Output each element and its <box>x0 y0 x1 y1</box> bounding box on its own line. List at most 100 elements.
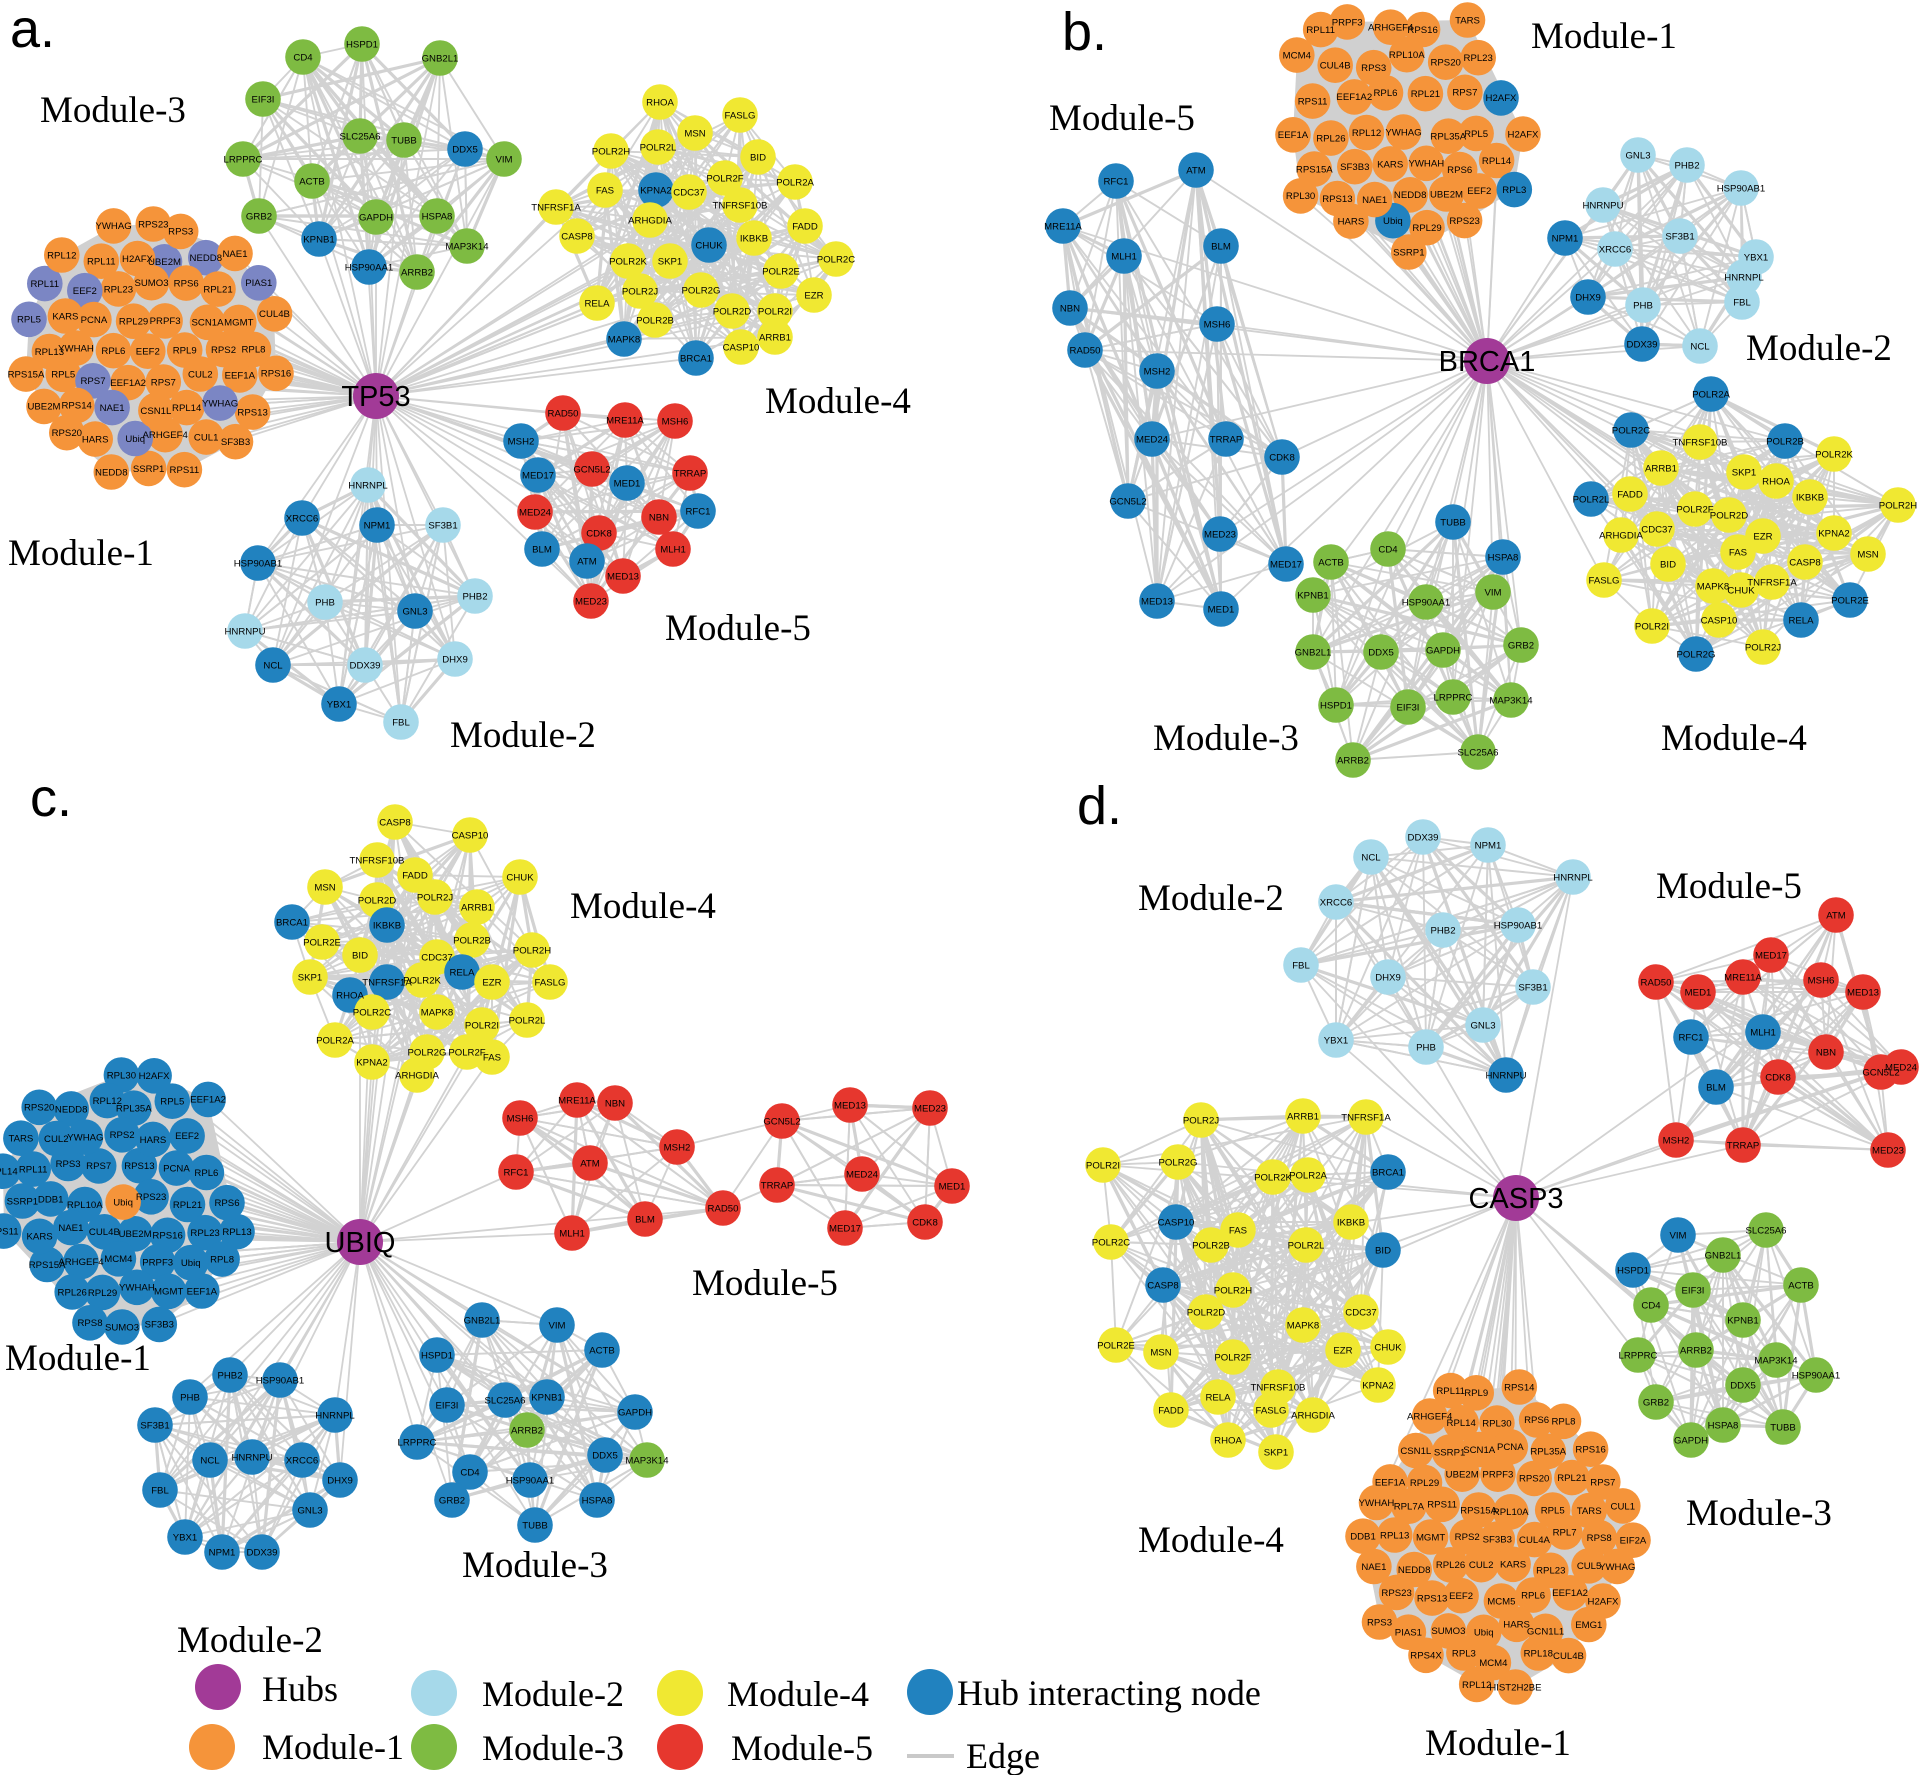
svg-text:POLR2D: POLR2D <box>1187 1307 1225 1318</box>
svg-text:H2AFX: H2AFX <box>139 1071 171 1082</box>
svg-text:RPS6: RPS6 <box>214 1198 239 1209</box>
svg-text:Module-4: Module-4 <box>765 381 911 422</box>
svg-text:GNL3: GNL3 <box>297 1505 322 1516</box>
svg-text:NEDD8: NEDD8 <box>190 253 223 264</box>
svg-text:Module-5: Module-5 <box>1049 98 1195 139</box>
svg-text:RPS4X: RPS4X <box>1410 1651 1442 1662</box>
svg-text:NCL: NCL <box>263 660 283 671</box>
svg-text:NAE1: NAE1 <box>1362 195 1387 206</box>
svg-text:POLR2F: POLR2F <box>1676 504 1713 515</box>
svg-text:POLR2G: POLR2G <box>1159 1157 1198 1168</box>
svg-text:MED13: MED13 <box>1847 987 1879 998</box>
svg-text:MED13: MED13 <box>1141 596 1173 607</box>
svg-text:TNFRSF1A: TNFRSF1A <box>1341 1112 1391 1123</box>
svg-text:CASP10: CASP10 <box>723 342 760 353</box>
svg-text:MCM4: MCM4 <box>104 1254 133 1265</box>
svg-text:HSP90AB1: HSP90AB1 <box>234 558 283 569</box>
svg-text:POLR2A: POLR2A <box>1692 389 1730 400</box>
svg-text:RELA: RELA <box>449 967 475 978</box>
svg-text:TRRAP: TRRAP <box>674 468 707 479</box>
svg-text:MED23: MED23 <box>1204 529 1236 540</box>
svg-text:RPS7: RPS7 <box>1452 88 1477 99</box>
svg-text:RPS11: RPS11 <box>170 465 200 476</box>
svg-text:PCNA: PCNA <box>81 315 108 326</box>
svg-text:BRCA1: BRCA1 <box>1372 1167 1404 1178</box>
svg-text:RPL5: RPL5 <box>51 370 75 381</box>
svg-text:GRB2: GRB2 <box>1508 640 1534 651</box>
svg-text:CD4: CD4 <box>460 1467 480 1478</box>
svg-text:NCL: NCL <box>1361 852 1381 863</box>
svg-text:GNL3: GNL3 <box>1470 1020 1495 1031</box>
svg-text:POLR2J: POLR2J <box>417 892 453 903</box>
svg-text:RPS8: RPS8 <box>1587 1533 1612 1544</box>
svg-text:RPL13: RPL13 <box>222 1227 251 1238</box>
svg-text:TRRAP: TRRAP <box>1727 1140 1760 1151</box>
svg-text:KARS: KARS <box>52 311 78 322</box>
svg-text:CDC37: CDC37 <box>673 187 704 198</box>
svg-text:CUL5: CUL5 <box>1577 1561 1602 1572</box>
svg-text:TUBB: TUBB <box>522 1520 548 1531</box>
svg-text:DHX9: DHX9 <box>1575 292 1601 303</box>
svg-text:CDK8: CDK8 <box>1765 1072 1791 1083</box>
svg-text:SKP1: SKP1 <box>1732 467 1757 478</box>
svg-text:EEF2: EEF2 <box>73 286 97 297</box>
svg-text:CASP8: CASP8 <box>379 817 410 828</box>
svg-text:MAPK8: MAPK8 <box>421 1007 454 1018</box>
svg-text:RPS7: RPS7 <box>1590 1477 1615 1488</box>
svg-text:Module-3: Module-3 <box>1686 1493 1832 1534</box>
svg-text:SLC25A6: SLC25A6 <box>1745 1225 1786 1236</box>
svg-text:MSN: MSN <box>1857 549 1878 560</box>
svg-text:ARHGDIA: ARHGDIA <box>1291 1410 1335 1421</box>
svg-text:POLR2D: POLR2D <box>358 895 396 906</box>
svg-text:RPL6: RPL6 <box>1521 1590 1545 1601</box>
svg-text:PCNA: PCNA <box>163 1164 190 1175</box>
svg-text:RFC1: RFC1 <box>1103 176 1128 187</box>
svg-text:GNB2L1: GNB2L1 <box>422 53 459 64</box>
svg-text:CSN1L: CSN1L <box>140 406 172 417</box>
svg-text:ARRB1: ARRB1 <box>1645 463 1677 474</box>
svg-text:POLR2G: POLR2G <box>408 1047 447 1058</box>
svg-text:DDX5: DDX5 <box>592 1450 618 1461</box>
svg-text:PHB2: PHB2 <box>1674 160 1699 171</box>
svg-text:ARHGEF4: ARHGEF4 <box>143 430 189 441</box>
svg-text:RPL13: RPL13 <box>35 347 64 358</box>
svg-text:Module-5: Module-5 <box>731 1728 873 1768</box>
svg-text:EZR: EZR <box>1333 1345 1352 1356</box>
svg-text:SF3B3: SF3B3 <box>221 437 250 448</box>
svg-text:RPL14: RPL14 <box>1482 156 1512 167</box>
svg-text:CHUK: CHUK <box>506 872 534 883</box>
svg-text:EMG1: EMG1 <box>1575 1620 1602 1631</box>
svg-text:RPL11: RPL11 <box>19 1165 48 1176</box>
svg-text:KPNA2: KPNA2 <box>1818 528 1849 539</box>
svg-text:RPS16: RPS16 <box>1575 1445 1605 1456</box>
svg-text:RPL12: RPL12 <box>1352 128 1381 139</box>
svg-text:YWHAG: YWHAG <box>1599 1562 1635 1573</box>
svg-text:CD4: CD4 <box>293 52 313 63</box>
svg-text:NAE1: NAE1 <box>1361 1562 1386 1573</box>
svg-text:LRPPRC: LRPPRC <box>224 154 263 165</box>
svg-text:CASP10: CASP10 <box>1158 1217 1195 1228</box>
svg-text:RPL21: RPL21 <box>203 284 232 295</box>
svg-text:MAP3K14: MAP3K14 <box>1754 1355 1798 1366</box>
svg-text:HSPD1: HSPD1 <box>1617 1265 1649 1276</box>
svg-text:FADD: FADD <box>792 221 818 232</box>
svg-text:EIF3I: EIF3I <box>436 1400 459 1411</box>
svg-text:RPS23: RPS23 <box>1381 1588 1411 1599</box>
svg-text:XRCC6: XRCC6 <box>286 1455 319 1466</box>
svg-text:VIM: VIM <box>1484 587 1501 598</box>
svg-text:POLR2E: POLR2E <box>303 937 341 948</box>
svg-text:ARRB1: ARRB1 <box>1287 1111 1319 1122</box>
svg-text:POLR2I: POLR2I <box>1086 1160 1120 1171</box>
svg-text:RFC1: RFC1 <box>685 506 710 517</box>
svg-text:TUBB: TUBB <box>391 135 417 146</box>
svg-text:RPL21: RPL21 <box>1411 89 1440 100</box>
svg-text:RPL3: RPL3 <box>1452 1648 1476 1659</box>
svg-text:CUL4B: CUL4B <box>1553 1651 1584 1662</box>
svg-text:MAPK8: MAPK8 <box>608 334 641 345</box>
svg-text:RPL9: RPL9 <box>1464 1388 1488 1399</box>
svg-text:POLR2L: POLR2L <box>509 1015 546 1026</box>
svg-text:TNFRSF10B: TNFRSF10B <box>1673 437 1728 448</box>
svg-text:TP53: TP53 <box>341 381 410 413</box>
svg-text:Module-3: Module-3 <box>462 1545 608 1586</box>
svg-text:CUL4A: CUL4A <box>1519 1535 1551 1546</box>
